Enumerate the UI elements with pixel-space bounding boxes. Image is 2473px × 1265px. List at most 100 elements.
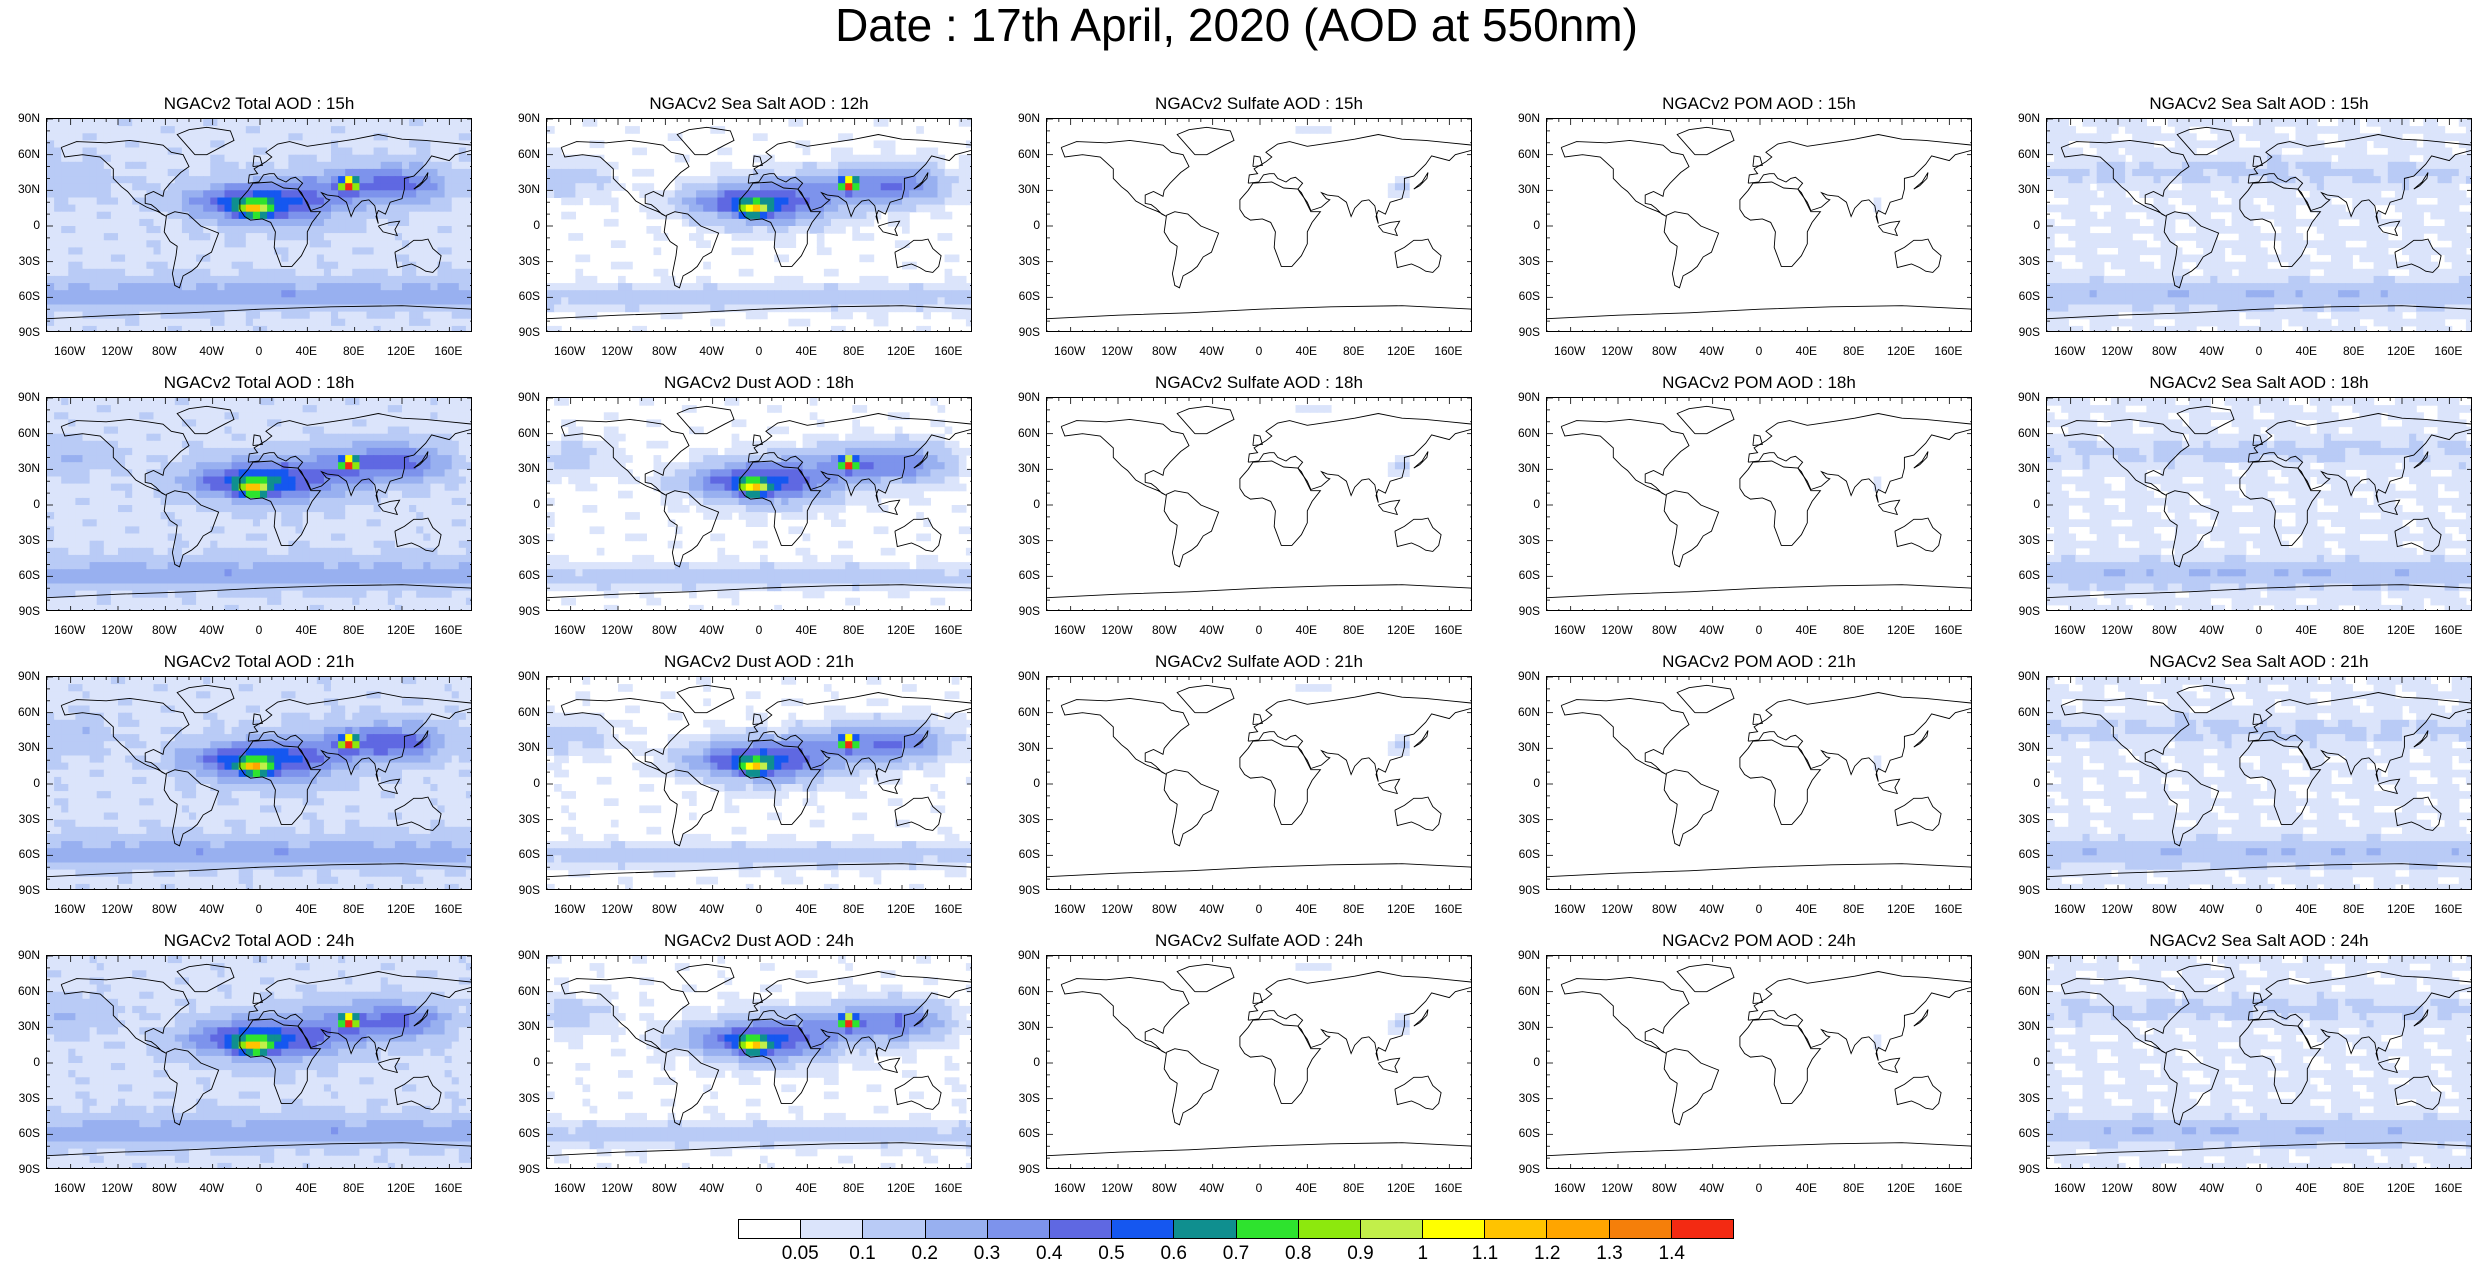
aod-field [47, 119, 472, 332]
latitude-label: 90S [1506, 325, 1540, 339]
latitude-label: 60S [6, 1126, 40, 1140]
longitude-label: 40E [284, 902, 328, 916]
latitude-label: 60S [1006, 847, 1040, 861]
latitude-label: 60S [2006, 1126, 2040, 1140]
coastline [1748, 693, 1972, 782]
longitude-label: 160W [48, 344, 92, 358]
latitude-label: 30N [6, 1019, 40, 1033]
longitude-label: 160W [1548, 623, 1592, 637]
longitude-label: 160E [426, 902, 470, 916]
colorbar-label: 0.1 [838, 1243, 888, 1265]
coastline [1047, 1143, 1472, 1156]
coastline [1378, 500, 1399, 514]
aod-field [1547, 956, 1972, 1169]
latitude-label: 60S [1006, 1126, 1040, 1140]
latitude-label: 30S [2006, 1091, 2040, 1105]
coastline [1240, 1019, 1321, 1103]
colorbar-segment [1050, 1220, 1112, 1238]
latitude-label: 0 [2006, 776, 2040, 790]
longitude-label: 80W [642, 344, 686, 358]
longitude-label: 120W [95, 902, 139, 916]
longitude-label: 120E [879, 1181, 923, 1195]
aod-field [1047, 677, 1472, 890]
longitude-label: 120E [2379, 344, 2423, 358]
latitude-label: 0 [6, 218, 40, 232]
coastline [1240, 461, 1321, 545]
longitude-label: 80E [332, 1181, 376, 1195]
longitude-label: 160W [1548, 344, 1592, 358]
latitude-label: 30S [1506, 812, 1540, 826]
longitude-label: 80W [1642, 1181, 1686, 1195]
coastline [1677, 964, 1734, 991]
longitude-label: 160E [926, 344, 970, 358]
latitude-label: 30N [506, 461, 540, 475]
latitude-label: 60S [1506, 568, 1540, 582]
world-map [546, 397, 972, 611]
aod-field [1547, 677, 1972, 890]
latitude-label: 60N [1506, 147, 1540, 161]
longitude-label: 160W [1548, 902, 1592, 916]
longitude-label: 40W [690, 344, 734, 358]
latitude-label: 60S [506, 847, 540, 861]
longitude-label: 40W [2190, 344, 2234, 358]
latitude-label: 30S [1506, 1091, 1540, 1105]
longitude-label: 120W [1095, 1181, 1139, 1195]
panel-title: NGACv2 Dust AOD : 21h [546, 652, 972, 672]
longitude-label: 0 [737, 344, 781, 358]
longitude-label: 80W [642, 1181, 686, 1195]
longitude-label: 40W [1190, 902, 1234, 916]
panel-title: NGACv2 Total AOD : 24h [46, 931, 472, 951]
longitude-label: 40E [1784, 623, 1828, 637]
aod-field [547, 956, 972, 1169]
world-map [1046, 397, 1472, 611]
longitude-label: 40E [2284, 1181, 2328, 1195]
coastline [878, 1058, 899, 1072]
latitude-label: 60N [1506, 984, 1540, 998]
coastline [1547, 585, 1972, 598]
latitude-label: 60S [1506, 1126, 1540, 1140]
panel-title: NGACv2 Sulfate AOD : 21h [1046, 652, 1472, 672]
latitude-label: 60N [6, 705, 40, 719]
longitude-label: 120W [1595, 902, 1639, 916]
latitude-label: 90N [6, 948, 40, 962]
latitude-label: 0 [1006, 1055, 1040, 1069]
longitude-label: 160W [1048, 623, 1092, 637]
longitude-label: 40W [2190, 623, 2234, 637]
longitude-label: 40E [1284, 623, 1328, 637]
latitude-label: 90N [2006, 669, 2040, 683]
longitude-label: 160E [2426, 623, 2470, 637]
latitude-label: 0 [506, 218, 540, 232]
longitude-label: 120W [2095, 1181, 2139, 1195]
longitude-label: 80E [832, 623, 876, 637]
longitude-label: 160W [548, 623, 592, 637]
longitude-label: 120E [1879, 344, 1923, 358]
panel-title: NGACv2 Sea Salt AOD : 12h [546, 94, 972, 114]
longitude-label: 80E [332, 902, 376, 916]
world-map [1046, 118, 1472, 332]
latitude-label: 30S [6, 254, 40, 268]
longitude-label: 40E [784, 623, 828, 637]
longitude-label: 80W [1642, 902, 1686, 916]
longitude-label: 40E [784, 1181, 828, 1195]
latitude-label: 30S [6, 533, 40, 547]
aod-field [2047, 398, 2472, 611]
coastline [1164, 1049, 1218, 1125]
latitude-label: 90S [1506, 1162, 1540, 1176]
coastline [1895, 239, 1941, 272]
longitude-label: 120W [1095, 902, 1139, 916]
longitude-label: 0 [237, 902, 281, 916]
colorbar-segment [801, 1220, 863, 1238]
longitude-label: 160E [426, 623, 470, 637]
latitude-label: 30N [1006, 740, 1040, 754]
longitude-label: 120E [1879, 1181, 1923, 1195]
latitude-label: 60N [2006, 984, 2040, 998]
longitude-label: 80W [1142, 623, 1186, 637]
coastline [1240, 182, 1321, 266]
